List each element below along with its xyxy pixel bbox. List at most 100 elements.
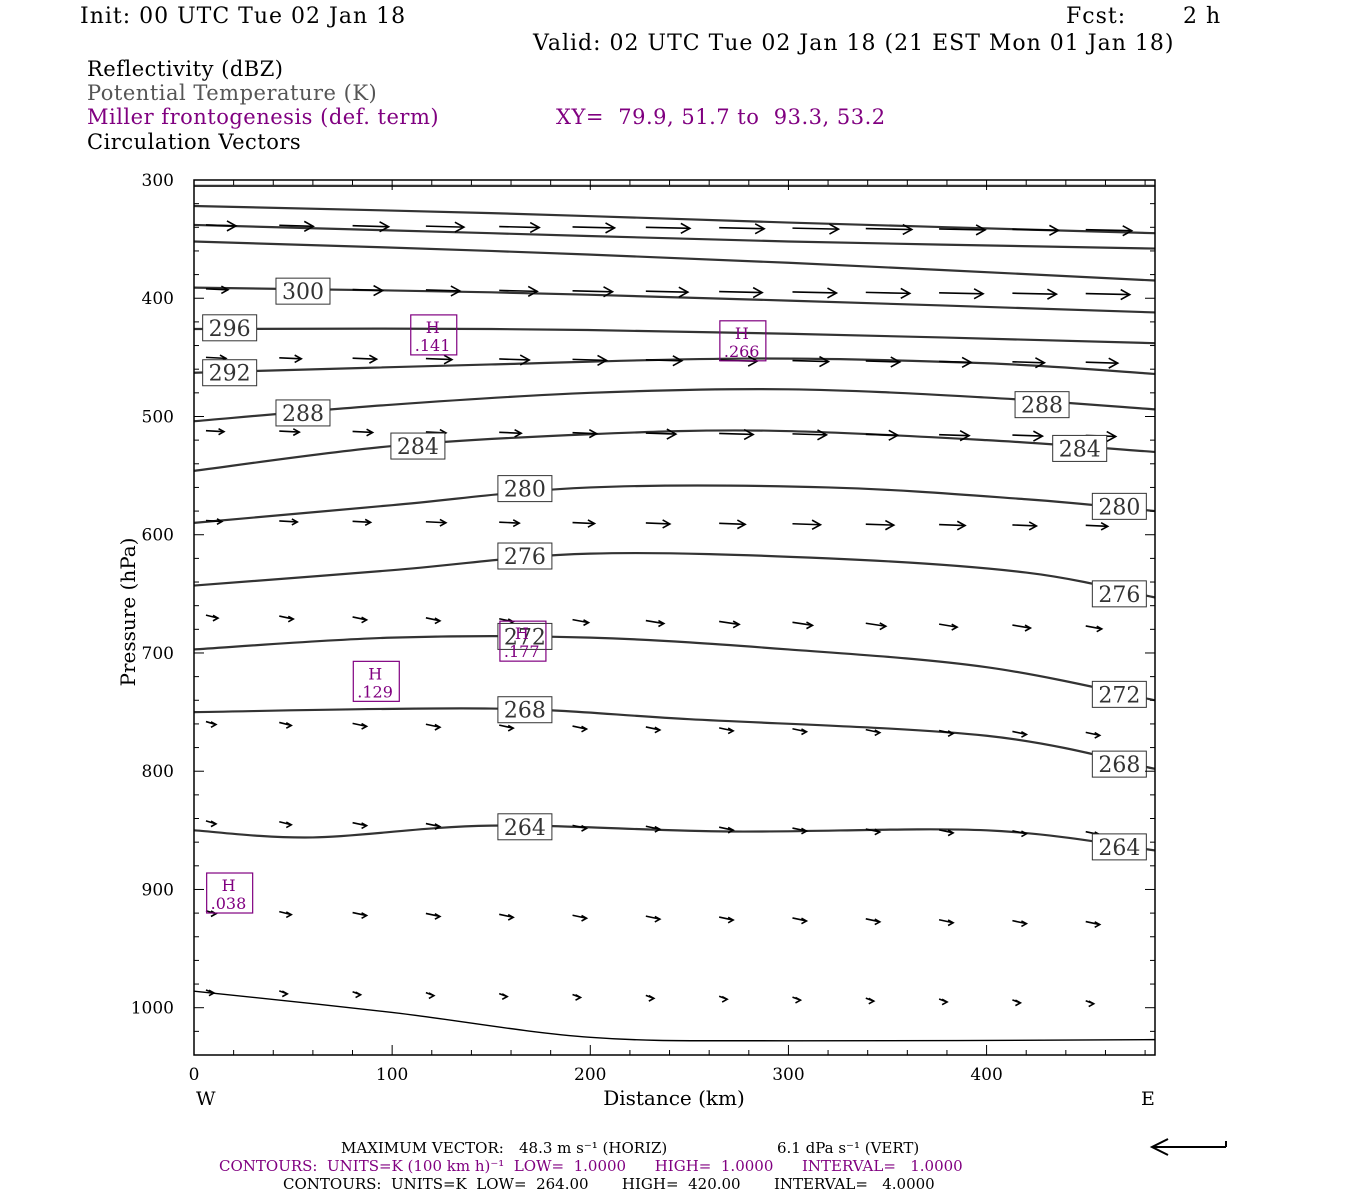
circulation-vector — [719, 519, 747, 530]
contour-label-272: 272 — [504, 625, 546, 650]
circulation-vector — [279, 721, 293, 729]
frontogenesis-high: H.038 — [206, 872, 254, 914]
circulation-vector — [352, 354, 379, 364]
contour-label-box — [275, 277, 331, 305]
x-tick-label: 400 — [970, 1065, 1002, 1085]
circulation-vector — [792, 223, 841, 235]
contour-label-276: 276 — [504, 545, 546, 570]
circulation-vector — [425, 912, 442, 920]
circulation-vector — [865, 728, 882, 737]
legend-reflectivity: Reflectivity (dBZ) — [87, 57, 284, 81]
circulation-vector — [865, 828, 882, 836]
circulation-vector — [645, 355, 684, 367]
circulation-vector — [645, 428, 678, 440]
circulation-vector — [352, 722, 369, 730]
circulation-vector — [645, 994, 656, 1002]
circulation-vector — [499, 428, 523, 438]
circulation-vector — [645, 915, 662, 923]
y-tick-label: 400 — [142, 289, 174, 309]
circulation-vector — [205, 518, 224, 525]
high-marker-label: H — [515, 624, 529, 643]
reference-vector-arrow — [1149, 1138, 1227, 1156]
theta-contour-272 — [193, 635, 1156, 702]
contour-label-box — [497, 542, 553, 570]
circulation-vector — [719, 286, 764, 299]
y-axis-label: Pressure (hPa) — [116, 538, 140, 687]
circulation-vector — [1085, 1000, 1096, 1008]
circulation-vector — [279, 428, 301, 437]
max-vector-label: MAXIMUM VECTOR: — [341, 1139, 504, 1157]
high-marker-value: .129 — [357, 682, 393, 701]
contour-label-284: 284 — [397, 435, 439, 460]
x-tick-label: 0 — [189, 1065, 200, 1085]
circulation-vector — [1085, 522, 1110, 531]
circulation-vector — [205, 614, 220, 622]
circulation-vector — [425, 221, 466, 233]
contour-label-264: 264 — [1098, 836, 1140, 861]
circulation-vector — [352, 518, 373, 527]
y-tick-label: 1000 — [131, 999, 174, 1019]
circulation-vector — [1012, 521, 1039, 531]
circulation-vector — [645, 825, 662, 833]
theta-contours — [193, 184, 1156, 1042]
circulation-vector — [938, 729, 955, 738]
circulation-vector — [939, 520, 967, 531]
contour-label-box — [202, 314, 258, 342]
circulation-vector — [939, 356, 973, 369]
circulation-vector — [718, 916, 735, 924]
circulation-vector — [352, 428, 375, 437]
max-vector-vert: 6.1 dPa s⁻¹ (VERT) — [777, 1139, 920, 1157]
circulation-vectors — [205, 220, 1134, 1008]
theta-contour-upper — [193, 204, 1156, 235]
circulation-vector — [279, 910, 293, 919]
circulation-vector — [865, 918, 882, 926]
frontogenesis-high: H.129 — [352, 660, 400, 702]
circulation-vector — [425, 822, 442, 831]
circulation-vector — [279, 615, 295, 623]
circulation-vector — [1085, 357, 1120, 369]
circulation-vector — [792, 429, 829, 441]
frontogenesis-high: H.266 — [719, 320, 767, 362]
contour-label-280: 280 — [1098, 495, 1140, 520]
frontogenesis-high: H.141 — [410, 314, 458, 356]
east-label: E — [1141, 1088, 1155, 1110]
high-marker-value: .266 — [724, 342, 760, 361]
circulation-vector — [1012, 829, 1029, 838]
contour-label-box — [1091, 680, 1147, 708]
circulation-vector — [499, 354, 531, 366]
x-tick-label: 100 — [376, 1065, 408, 1085]
contour-label-box — [497, 475, 553, 503]
contour-label-box — [390, 432, 446, 460]
circulation-vector — [1085, 731, 1102, 739]
theta-contour-288 — [193, 388, 1156, 423]
circulation-vector — [279, 220, 315, 232]
contour-label-box — [497, 622, 553, 650]
circulation-vector — [352, 991, 363, 999]
circulation-vector — [1012, 919, 1029, 928]
circulation-vector — [645, 222, 692, 234]
contour-label-box — [497, 813, 553, 841]
contour-labels: 300 296 292 288 288 284 284 280 280 276 276 272 272 2… — [202, 277, 1147, 861]
high-marker-label: H — [735, 324, 749, 343]
theta-contour-268 — [193, 707, 1156, 770]
circulation-vector — [352, 221, 391, 233]
max-vector-horiz: 48.3 m s⁻¹ (HORIZ) — [519, 1139, 668, 1157]
west-label: W — [196, 1088, 216, 1110]
y-tick-label: 500 — [142, 407, 174, 427]
circulation-vector — [499, 724, 515, 732]
y-tick-label: 300 — [142, 171, 174, 191]
theta-contour-280 — [193, 484, 1156, 525]
circulation-vector — [1012, 730, 1029, 738]
circulation-vector — [1012, 357, 1047, 369]
high-marker-label: H — [368, 664, 382, 683]
circulation-vector — [792, 996, 803, 1004]
y-tick-label: 700 — [142, 644, 174, 664]
contour-label-288: 288 — [1021, 394, 1063, 419]
circulation-vector — [645, 726, 662, 734]
contours-frontogenesis-info: CONTOURS: UNITS=K (100 km h)⁻¹ LOW= 1.00… — [219, 1157, 963, 1175]
init-time: Init: 00 UTC Tue 02 Jan 18 — [80, 4, 407, 29]
forecast-label: Fcst: — [1066, 4, 1127, 29]
high-marker-value: .177 — [504, 642, 540, 661]
circulation-vector — [572, 354, 609, 367]
